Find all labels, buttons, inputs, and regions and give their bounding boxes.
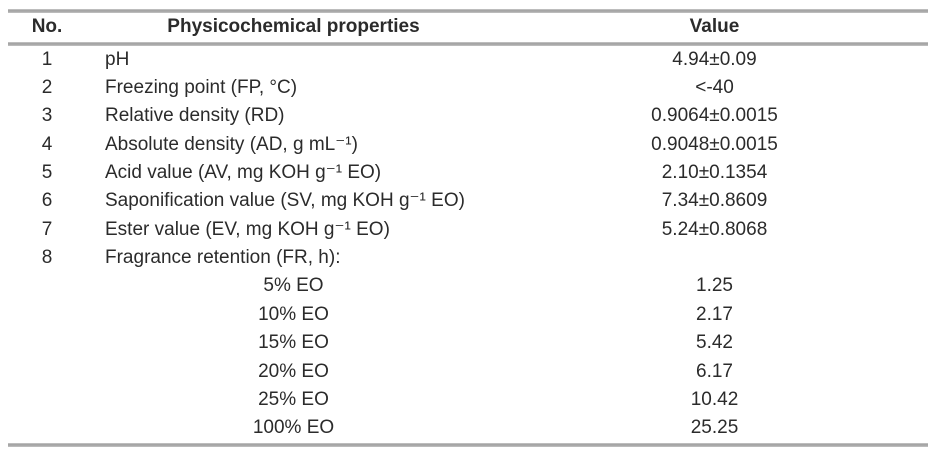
row-property: Fragrance retention (FR, h): [105,247,341,269]
row-value: 5.42 [696,332,733,354]
table-top-rule [8,9,928,13]
header-property: Physicochemical properties [167,16,420,38]
header-no: No. [31,16,63,38]
row-property: 25% EO [258,388,329,410]
row-value: 2.10±0.1354 [661,162,768,184]
row-no: 4 [41,133,53,155]
row-value: 5.24±0.8068 [661,218,768,240]
table-subrow: 25% EO 10.42 [8,386,928,414]
row-value: 4.94±0.09 [672,48,757,70]
row-value: 2.17 [696,303,733,325]
row-property: Freezing point (FP, °C) [105,77,298,99]
row-no: 3 [41,105,53,127]
row-value: 10.42 [690,388,739,410]
header-value: Value [689,16,740,38]
row-no: 5 [41,162,53,184]
row-property: 100% EO [252,417,335,439]
row-no: 7 [41,218,53,240]
table-row: 2 Freezing point (FP, °C) <-40 [8,74,928,102]
table-header-row: No. Physicochemical properties Value [8,13,928,42]
row-property: 20% EO [258,360,329,382]
row-property: Relative density (RD) [105,105,285,127]
table-row: 3 Relative density (RD) 0.9064±0.0015 [8,103,928,131]
table-subrow: 10% EO 2.17 [8,301,928,329]
table-header-rule [8,42,928,46]
table-subrow: 15% EO 5.42 [8,329,928,357]
table-row: 6 Saponification value (SV, mg KOH g⁻¹ EO… [8,188,928,216]
row-property: 10% EO [258,303,329,325]
table-body: 1 pH 4.94±0.09 2 Freezing point (FP, °C) <-40… [8,46,928,443]
row-value: 1.25 [696,275,733,297]
row-property: Acid value (AV, mg KOH g⁻¹ EO) [105,162,382,184]
row-property: 5% EO [263,275,324,297]
row-no: 2 [41,77,53,99]
row-property: Ester value (EV, mg KOH g⁻¹ EO) [105,218,390,240]
table-row: 8 Fragrance retention (FR, h): [8,244,928,272]
table-subrow: 5% EO 1.25 [8,273,928,301]
row-value: <-40 [695,77,734,99]
row-no: 6 [41,190,53,212]
table-row: 7 Ester value (EV, mg KOH g⁻¹ EO) 5.24±0.8… [8,216,928,244]
table-row: 4 Absolute density (AD, g mL⁻¹) 0.9048±0.0… [8,131,928,159]
table-bottom-rule [8,442,928,447]
row-property: Saponification value (SV, mg KOH g⁻¹ EO) [105,190,465,212]
row-value: 0.9064±0.0015 [651,105,778,127]
table-subrow: 20% EO 6.17 [8,358,928,386]
table-row: 1 pH 4.94±0.09 [8,46,928,74]
row-no: 1 [41,48,53,70]
row-value: 6.17 [696,360,733,382]
row-no: 8 [41,247,53,269]
row-value: 7.34±0.8609 [661,190,768,212]
row-value: 0.9048±0.0015 [651,133,778,155]
table-subrow: 100% EO 25.25 [8,414,928,442]
row-property: Absolute density (AD, g mL⁻¹) [105,133,358,155]
table-row: 5 Acid value (AV, mg KOH g⁻¹ EO) 2.10±0.13… [8,159,928,187]
row-value: 25.25 [690,417,739,439]
row-property: pH [105,48,130,70]
physicochemical-properties-table: No. Physicochemical properties Value 1 pH… [8,9,928,447]
row-property: 15% EO [258,332,329,354]
